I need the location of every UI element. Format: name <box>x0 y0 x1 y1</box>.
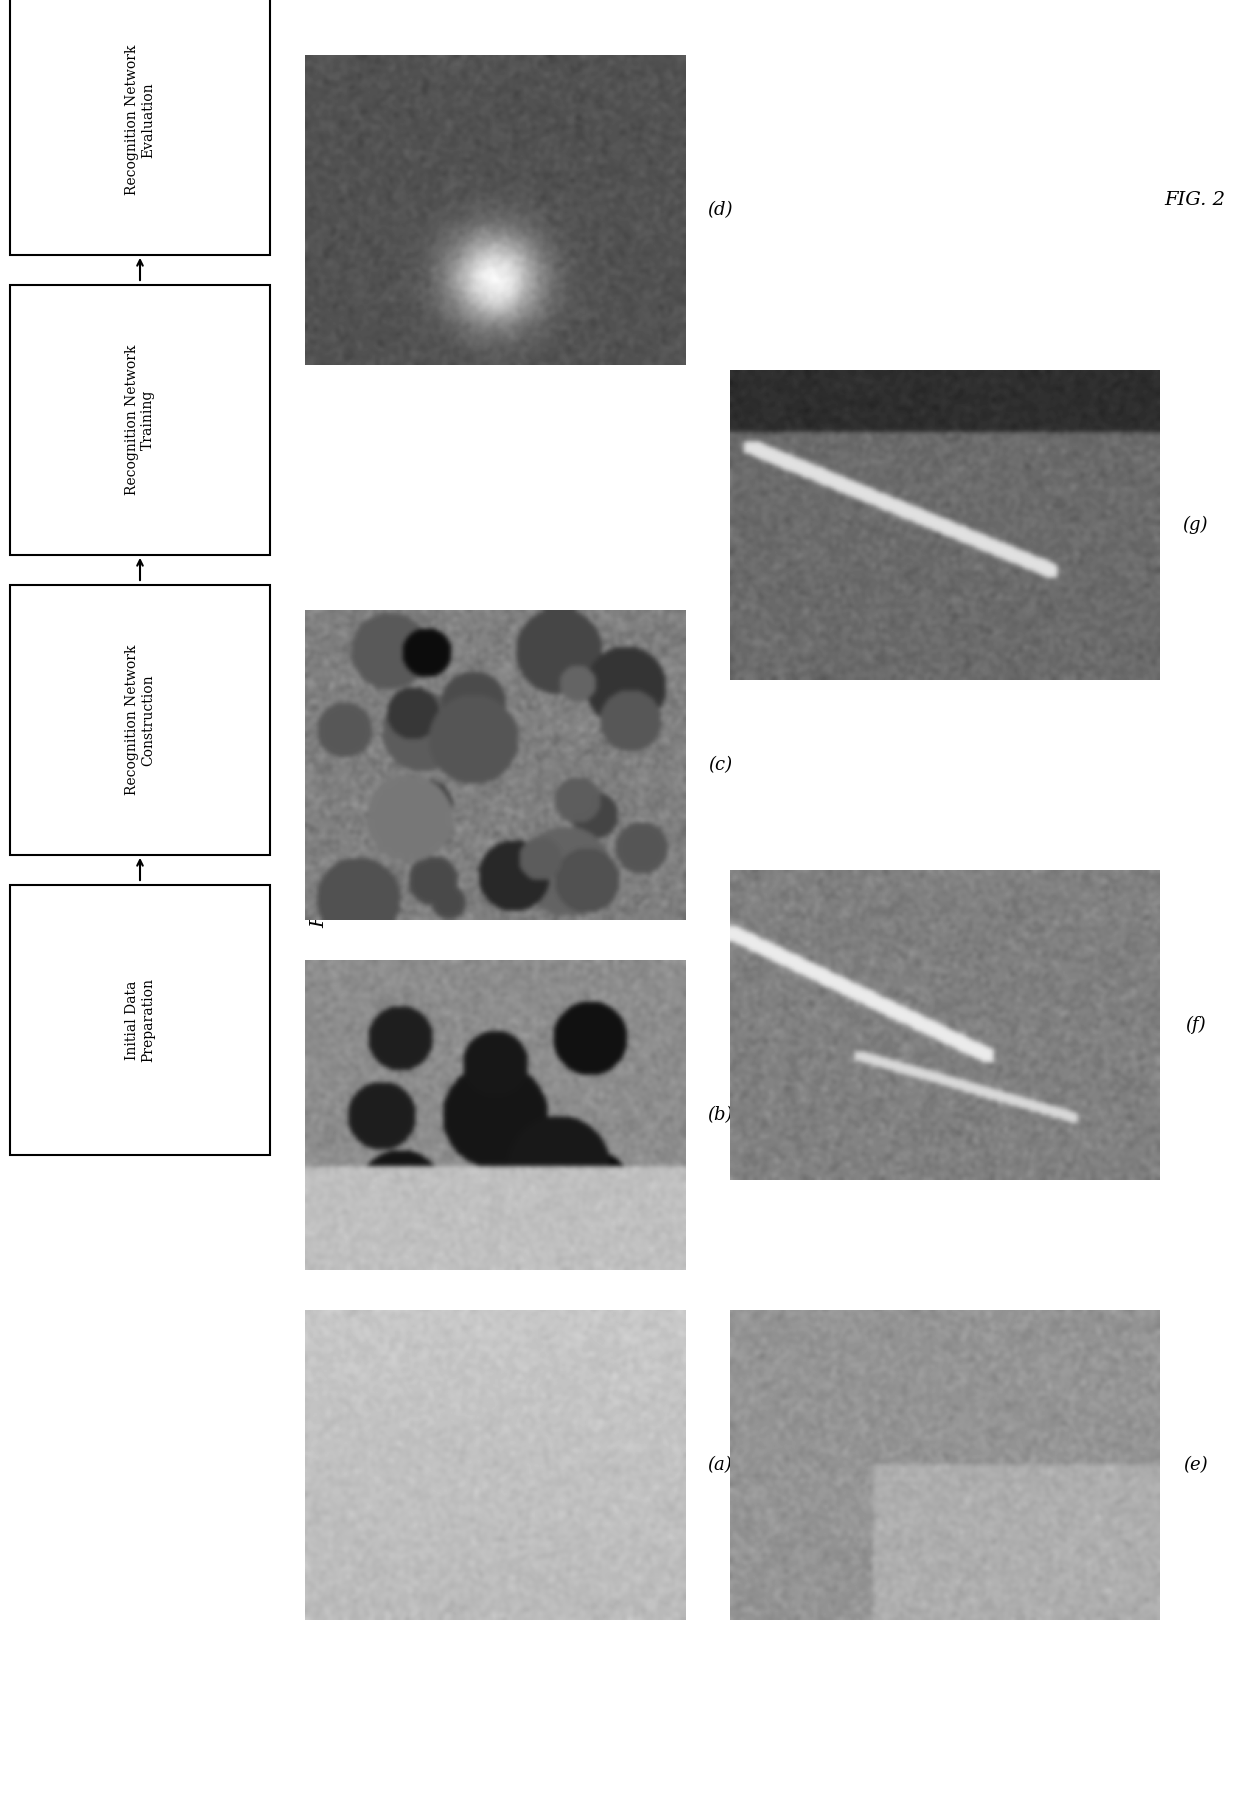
Text: FIG. 1: FIG. 1 <box>310 867 329 928</box>
Text: (a): (a) <box>708 1456 733 1474</box>
Bar <box>10 885 270 1154</box>
Text: (e): (e) <box>1183 1456 1208 1474</box>
Text: (c): (c) <box>708 756 732 774</box>
Text: FIG. 2: FIG. 2 <box>1164 190 1225 208</box>
Text: Recognition Network
Construction: Recognition Network Construction <box>125 644 155 795</box>
Text: Recognition Network
Evaluation: Recognition Network Evaluation <box>125 45 155 196</box>
Text: (d): (d) <box>707 201 733 219</box>
Text: (f): (f) <box>1184 1016 1205 1034</box>
Text: (b): (b) <box>707 1106 733 1124</box>
Bar <box>10 585 270 854</box>
Bar <box>10 285 270 555</box>
Text: (g): (g) <box>1182 515 1208 535</box>
Bar <box>10 0 270 255</box>
Text: Recognition Network
Training: Recognition Network Training <box>125 345 155 495</box>
Text: Initial Data
Preparation: Initial Data Preparation <box>125 978 155 1063</box>
